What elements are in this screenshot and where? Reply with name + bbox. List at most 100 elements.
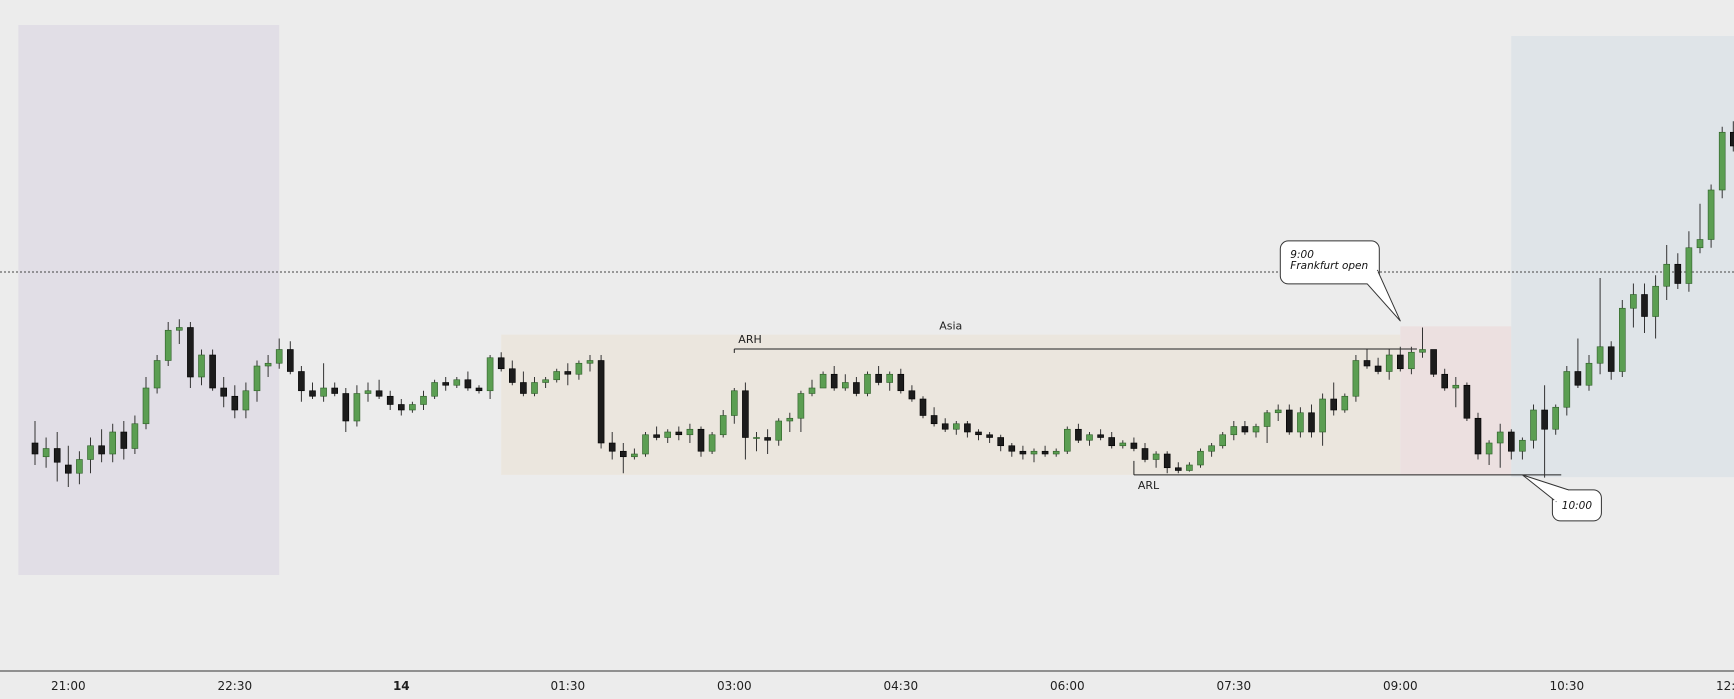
- candle-body: [1430, 349, 1437, 375]
- candle-down: [853, 377, 860, 397]
- candle-down: [764, 429, 771, 454]
- candle-up: [198, 349, 205, 386]
- candle-up: [1208, 443, 1215, 457]
- x-tick-label: 06:00: [1050, 679, 1085, 693]
- candle-body: [1674, 263, 1682, 284]
- candle-body: [153, 360, 161, 389]
- candle-down: [608, 432, 616, 460]
- candle-body: [664, 431, 672, 438]
- candle-body: [209, 354, 216, 389]
- candle-body: [1352, 360, 1360, 397]
- candle-up: [1119, 440, 1127, 449]
- candle-down: [742, 382, 749, 460]
- candle-body: [875, 373, 882, 383]
- candle-up: [1563, 366, 1571, 416]
- callout-line: Frankfurt open: [1290, 260, 1368, 272]
- candle-body: [264, 362, 272, 367]
- candle-up: [364, 382, 372, 402]
- candle-body: [87, 445, 94, 460]
- candle-body: [375, 390, 383, 397]
- candle-body: [386, 395, 394, 405]
- candle-down: [497, 352, 505, 372]
- candle-down: [187, 322, 194, 388]
- candle-body: [31, 442, 39, 455]
- callout-box: [1279, 240, 1380, 285]
- candle-down: [919, 396, 927, 419]
- candle-body: [608, 442, 616, 452]
- candle-down: [342, 388, 350, 432]
- candle-body: [886, 373, 894, 383]
- candle-body: [1408, 351, 1415, 370]
- candle-body: [1663, 263, 1670, 287]
- candle-body: [1130, 442, 1138, 449]
- candle-body: [331, 387, 339, 394]
- callout-joint: [1552, 490, 1569, 503]
- candle-up: [176, 319, 183, 344]
- candle-body: [1552, 406, 1559, 430]
- candle-body: [864, 373, 871, 394]
- candle-up: [253, 360, 261, 402]
- candle-body: [309, 390, 316, 397]
- candle-body: [1530, 409, 1537, 441]
- candle-down: [1397, 346, 1404, 372]
- candle-body: [120, 431, 128, 449]
- candle-body: [1563, 371, 1571, 408]
- candle-up: [786, 412, 794, 432]
- candle-up: [1408, 346, 1415, 375]
- x-tick-label: 01:30: [551, 679, 586, 693]
- candle-up: [775, 418, 783, 446]
- candle-up: [242, 382, 250, 419]
- candle-up: [1685, 231, 1693, 292]
- candle-down: [1075, 423, 1082, 443]
- candle-body: [1574, 371, 1582, 386]
- candle-down: [986, 432, 993, 443]
- candle-body: [320, 387, 327, 397]
- candle-body: [1652, 285, 1659, 317]
- zone-label-asia: Asia: [939, 320, 962, 333]
- candle-up: [1252, 423, 1260, 438]
- candle-down: [1330, 382, 1337, 416]
- candle-down: [397, 399, 405, 416]
- level-label-arh: ARH: [738, 333, 761, 346]
- candle-up: [808, 379, 816, 397]
- candle-body: [575, 362, 583, 375]
- candle-up: [142, 377, 150, 430]
- candle-down: [1308, 404, 1315, 438]
- callout-line: 10:00: [1562, 500, 1593, 512]
- candle-down: [619, 443, 627, 474]
- candle-body: [686, 428, 694, 436]
- candle-body: [997, 437, 1005, 447]
- candle-up: [76, 451, 83, 485]
- candle-down: [675, 426, 683, 441]
- candle-up: [1496, 423, 1504, 468]
- x-tick-label: 07:30: [1217, 679, 1252, 693]
- candle-body: [919, 398, 927, 416]
- candle-down: [309, 382, 316, 399]
- candle-body: [631, 453, 638, 458]
- candle-down: [120, 421, 128, 460]
- candle-body: [65, 464, 72, 474]
- candle-body: [1485, 442, 1493, 455]
- candle-down: [1286, 404, 1293, 435]
- candle-body: [220, 387, 227, 397]
- candle-down: [1241, 421, 1249, 435]
- candle-down: [897, 368, 905, 394]
- candle-body: [1519, 439, 1526, 452]
- candle-down: [941, 418, 949, 432]
- candle-up: [109, 423, 116, 463]
- candle-up: [1086, 432, 1093, 446]
- x-tick-label: 14: [393, 679, 410, 693]
- candle-up: [131, 415, 139, 454]
- candle-body: [1596, 346, 1604, 364]
- time-axis[interactable]: 21:00 22:30 14 01:30 03:00 04:30 06:00 07:30 09:…: [51, 679, 1734, 693]
- candle-body: [231, 395, 239, 411]
- zone-asia: [501, 334, 1401, 475]
- candle-up: [797, 390, 805, 432]
- candle-up: [420, 390, 427, 410]
- candle-up: [1030, 448, 1038, 463]
- candle-body: [830, 373, 838, 389]
- candle-up: [275, 338, 283, 369]
- candle-up: [1352, 355, 1360, 402]
